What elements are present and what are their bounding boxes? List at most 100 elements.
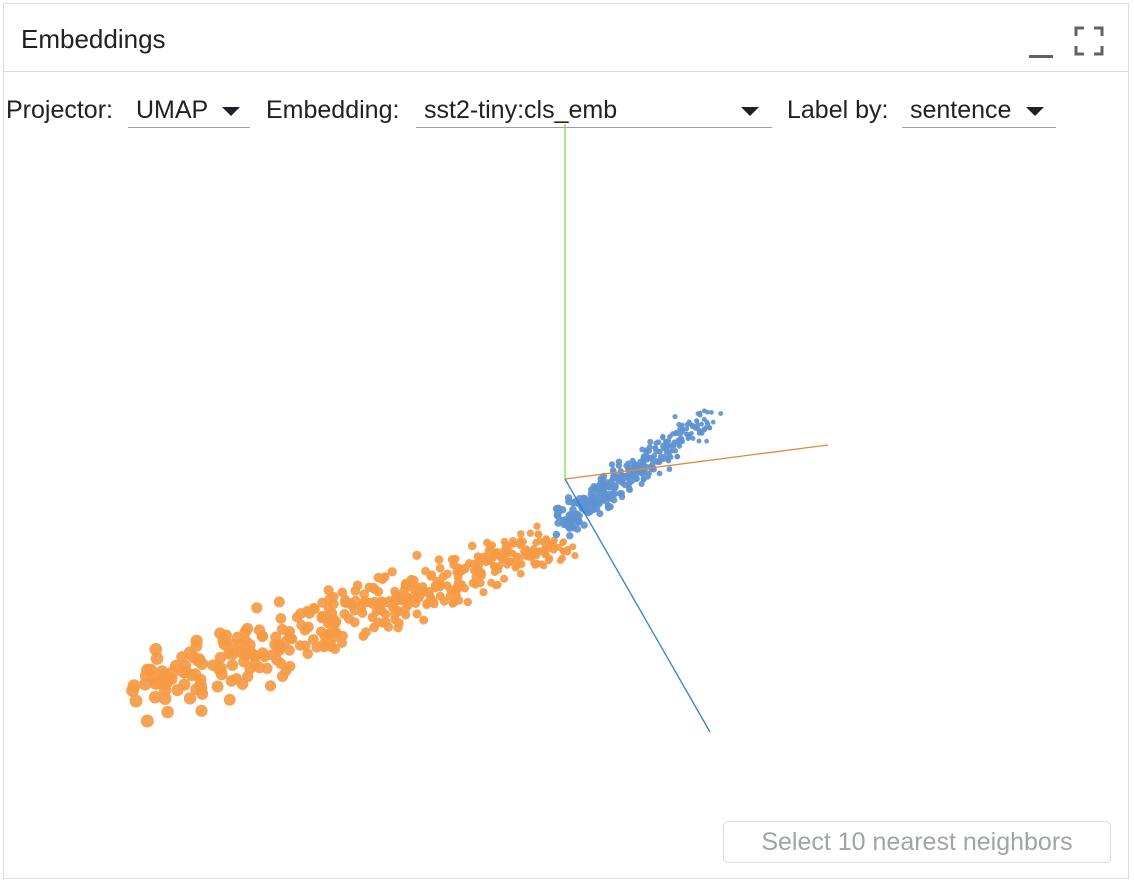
- embedding-point[interactable]: [544, 556, 553, 565]
- embedding-point[interactable]: [178, 678, 191, 691]
- embedding-point[interactable]: [511, 563, 520, 572]
- embedding-point[interactable]: [596, 510, 604, 518]
- embedding-point[interactable]: [463, 597, 472, 607]
- embedding-point[interactable]: [597, 475, 605, 482]
- embedding-point[interactable]: [211, 680, 224, 693]
- embedding-select[interactable]: sst2-tiny:cls_emb: [416, 90, 772, 128]
- embedding-point[interactable]: [539, 545, 548, 554]
- embedding-point[interactable]: [584, 509, 592, 517]
- embedding-point[interactable]: [491, 581, 500, 590]
- embedding-point[interactable]: [357, 607, 368, 618]
- embedding-point[interactable]: [257, 647, 269, 659]
- embedding-point[interactable]: [434, 555, 444, 565]
- embedding-point[interactable]: [663, 439, 669, 445]
- embedding-point[interactable]: [595, 482, 603, 490]
- embedding-point[interactable]: [707, 424, 712, 430]
- embedding-point[interactable]: [697, 412, 703, 418]
- embedding-point[interactable]: [299, 640, 311, 652]
- embedding-point[interactable]: [395, 596, 406, 606]
- embedding-point[interactable]: [223, 693, 236, 706]
- embedding-point[interactable]: [428, 597, 438, 607]
- embedding-point[interactable]: [149, 643, 163, 656]
- embedding-point[interactable]: [694, 418, 699, 424]
- embedding-point[interactable]: [474, 556, 483, 565]
- embedding-point[interactable]: [699, 421, 704, 427]
- embedding-point[interactable]: [456, 567, 465, 577]
- embedding-point[interactable]: [660, 456, 667, 462]
- embedding-point[interactable]: [558, 554, 566, 562]
- embedding-point[interactable]: [515, 539, 523, 548]
- embedding-point[interactable]: [426, 571, 436, 581]
- embedding-point[interactable]: [222, 648, 235, 660]
- embedding-point[interactable]: [435, 591, 445, 601]
- embedding-point[interactable]: [418, 588, 428, 598]
- embedding-point[interactable]: [253, 624, 266, 636]
- embedding-point[interactable]: [660, 445, 667, 452]
- embedding-point[interactable]: [317, 597, 328, 608]
- embedding-point[interactable]: [684, 431, 690, 437]
- embedding-point[interactable]: [409, 584, 420, 594]
- embedding-point[interactable]: [161, 705, 174, 719]
- embedding-point[interactable]: [226, 659, 239, 671]
- embedding-point[interactable]: [299, 624, 311, 636]
- embedding-point[interactable]: [532, 547, 540, 556]
- embedding-point[interactable]: [373, 601, 384, 611]
- embedding-point[interactable]: [588, 498, 595, 506]
- embedding-point[interactable]: [559, 539, 567, 547]
- embedding-point[interactable]: [676, 443, 683, 449]
- embedding-point[interactable]: [412, 550, 422, 560]
- embedding-point[interactable]: [608, 461, 616, 468]
- embedding-point[interactable]: [412, 609, 422, 619]
- embedding-point[interactable]: [622, 472, 629, 480]
- embedding-point[interactable]: [390, 586, 400, 597]
- embedding-point[interactable]: [433, 582, 442, 592]
- embedding-point[interactable]: [177, 666, 190, 679]
- embedding-point[interactable]: [633, 461, 640, 468]
- embedding-point[interactable]: [710, 419, 716, 425]
- embedding-point[interactable]: [509, 537, 517, 545]
- embedding-point[interactable]: [694, 425, 700, 431]
- embedding-point[interactable]: [516, 569, 525, 578]
- embedding-point[interactable]: [284, 644, 295, 656]
- embedding-point[interactable]: [467, 541, 477, 551]
- embedding-point[interactable]: [445, 591, 455, 601]
- embedding-point[interactable]: [337, 630, 348, 641]
- embedding-point[interactable]: [611, 482, 618, 489]
- embedding-point[interactable]: [207, 659, 219, 671]
- embedding-point[interactable]: [625, 460, 632, 467]
- embedding-point[interactable]: [239, 626, 252, 638]
- embedding-point[interactable]: [701, 416, 707, 422]
- embedding-point[interactable]: [512, 555, 521, 564]
- embedding-point[interactable]: [489, 562, 498, 571]
- minimize-icon[interactable]: [1029, 34, 1055, 58]
- embedding-point[interactable]: [552, 505, 561, 513]
- embedding-point[interactable]: [251, 602, 263, 614]
- projector-select[interactable]: UMAP: [128, 90, 250, 128]
- embedding-point[interactable]: [273, 596, 285, 608]
- embedding-point[interactable]: [479, 588, 488, 597]
- embedding-point[interactable]: [656, 470, 663, 477]
- embedding-point[interactable]: [308, 634, 319, 645]
- embedding-point[interactable]: [666, 466, 673, 473]
- embedding-point[interactable]: [705, 421, 711, 427]
- embedding-point[interactable]: [158, 692, 172, 705]
- embedding-point[interactable]: [383, 622, 394, 632]
- embedding-point[interactable]: [340, 597, 351, 608]
- embedding-point[interactable]: [488, 541, 497, 550]
- embedding-point[interactable]: [567, 518, 576, 526]
- embedding-point[interactable]: [127, 679, 141, 693]
- embedding-point[interactable]: [139, 669, 153, 683]
- embedding-point[interactable]: [698, 430, 704, 435]
- embedding-point[interactable]: [678, 428, 684, 434]
- embedding-point[interactable]: [626, 486, 634, 493]
- embedding-point[interactable]: [690, 436, 696, 441]
- embedding-point[interactable]: [183, 692, 197, 705]
- embedding-point[interactable]: [275, 613, 287, 624]
- embedding-point[interactable]: [651, 452, 658, 459]
- embedding-point[interactable]: [369, 584, 380, 594]
- embedding-point[interactable]: [419, 615, 429, 625]
- embedding-point[interactable]: [595, 500, 603, 508]
- embedding-point[interactable]: [701, 426, 707, 432]
- embedding-point[interactable]: [443, 569, 452, 579]
- embedding-point[interactable]: [626, 479, 633, 487]
